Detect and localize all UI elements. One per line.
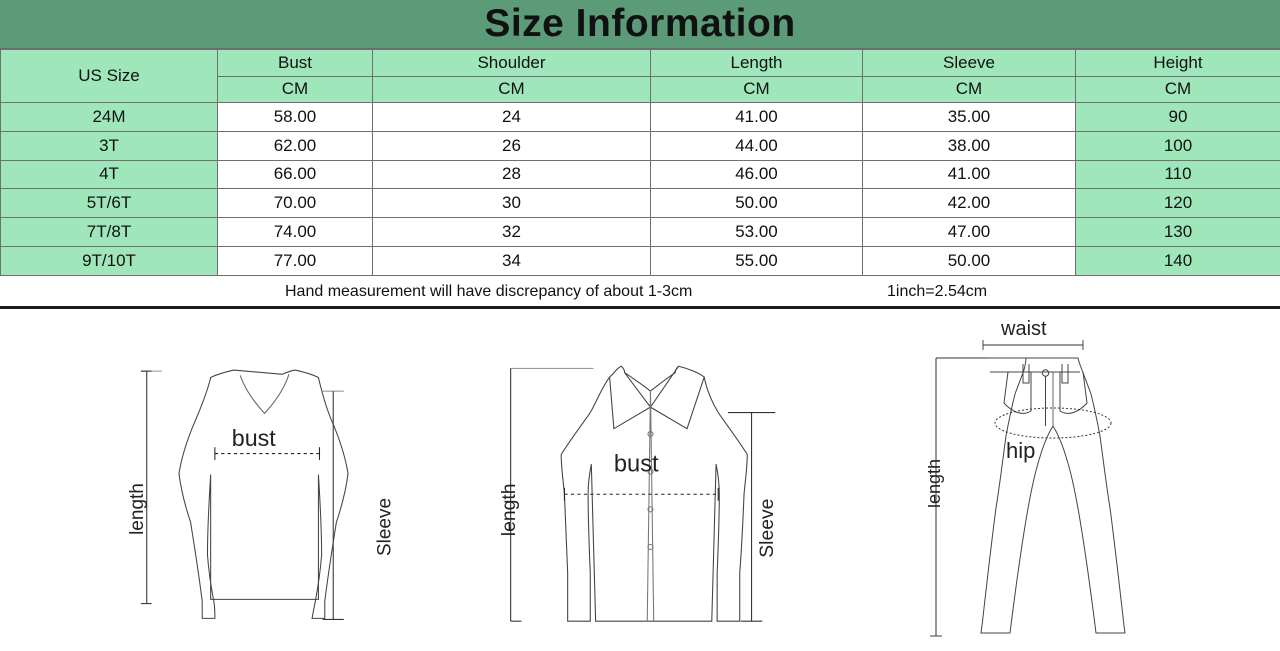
svg-text:bust: bust [232, 425, 276, 451]
svg-text:length: length [128, 483, 148, 535]
svg-text:hip: hip [1006, 438, 1035, 463]
svg-text:Sleeve: Sleeve [756, 499, 778, 558]
svg-text:Sleeve: Sleeve [374, 498, 395, 556]
svg-text:bust: bust [614, 452, 659, 478]
svg-text:length: length [928, 459, 944, 508]
svg-text:waist: waist [1000, 318, 1047, 340]
svg-text:length: length [498, 483, 520, 536]
